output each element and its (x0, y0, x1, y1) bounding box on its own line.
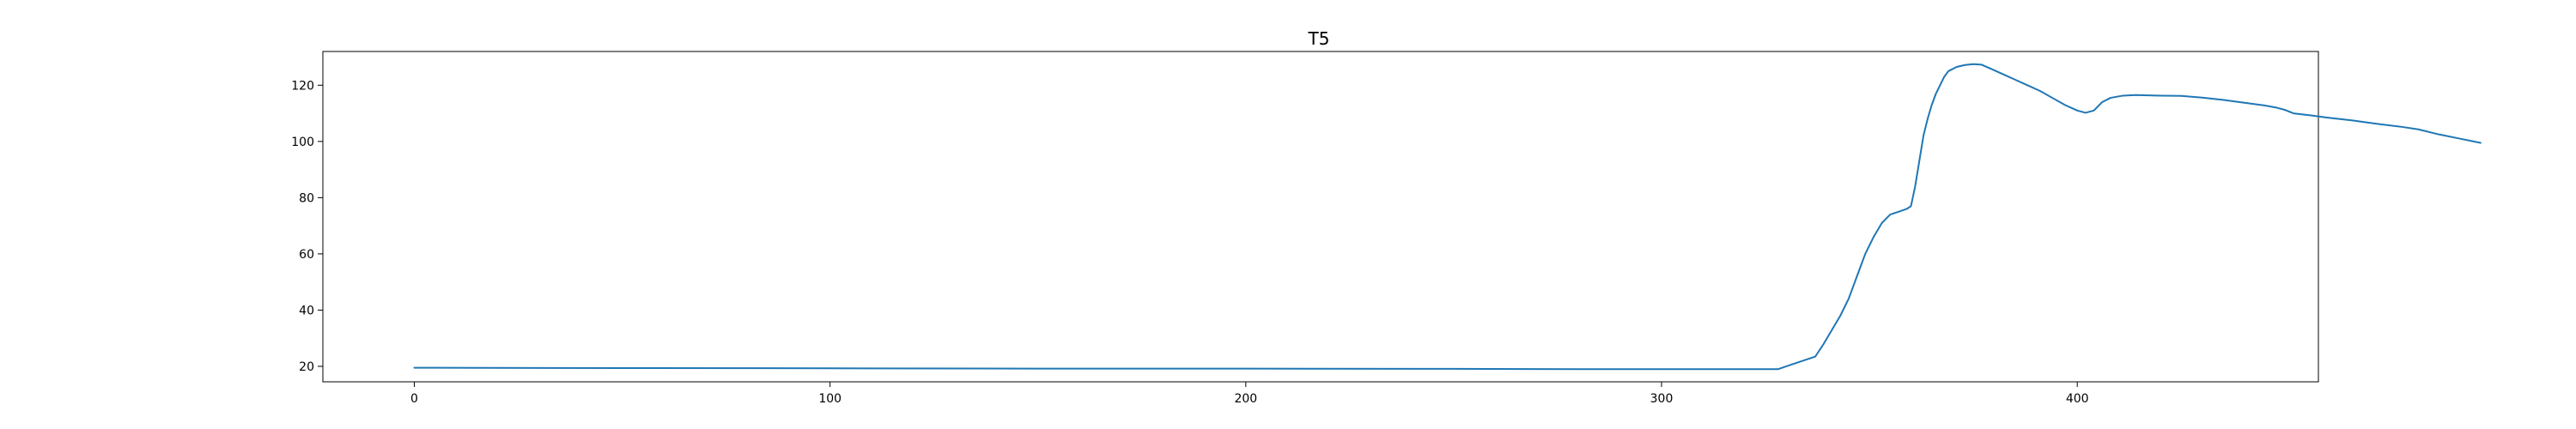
y-tick-label: 40 (299, 304, 314, 317)
axis-ticks: 0 100 200 300 400 20 40 60 80 100 120 (291, 79, 2088, 406)
plot-area-frame (322, 51, 2319, 383)
chart-title: T5 (1308, 28, 1330, 49)
x-tick-label: 100 (818, 392, 841, 406)
y-tick-label: 120 (291, 79, 314, 93)
series-group (413, 63, 2482, 371)
y-tick-label: 20 (299, 360, 314, 374)
y-tick-label: 60 (299, 248, 314, 262)
series-line (413, 63, 2482, 371)
x-tick-label: 200 (1234, 392, 1257, 406)
y-tick-label: 100 (291, 136, 314, 149)
y-tick-label: 80 (299, 191, 314, 205)
x-tick-label: 300 (1650, 392, 1674, 406)
x-tick-label: 400 (2066, 392, 2089, 406)
x-tick-label: 0 (410, 392, 418, 406)
